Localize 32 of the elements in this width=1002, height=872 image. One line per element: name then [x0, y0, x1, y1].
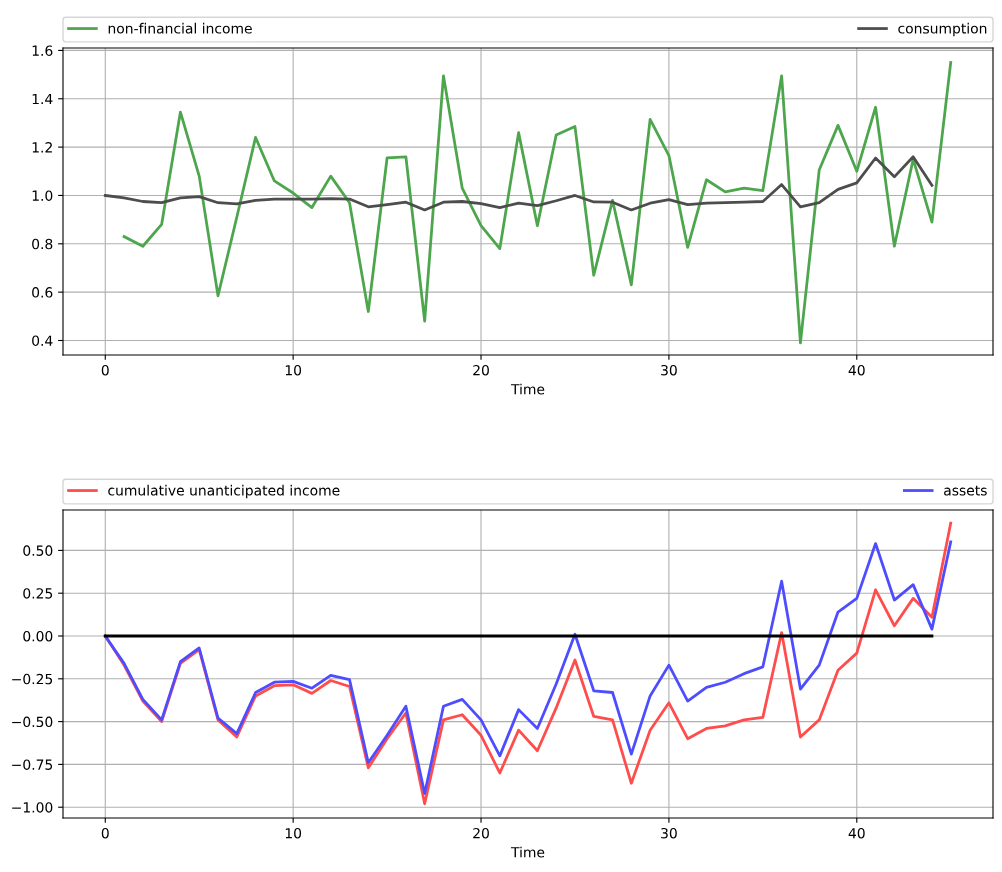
- y-tick-label: −0.75: [12, 759, 53, 770]
- x-tick-label: 10: [285, 827, 302, 839]
- y-tick-label: −1.00: [12, 802, 53, 813]
- x-tick-label: 30: [661, 364, 677, 376]
- line-series: [103, 155, 934, 212]
- y-tick-label: 0.4: [32, 335, 53, 346]
- x-tick-label: 30: [661, 827, 677, 839]
- x-tick-label: 40: [848, 364, 865, 376]
- y-tick-label: 0.00: [23, 630, 53, 642]
- y-tick-label: 1.6: [32, 45, 53, 56]
- y-tick-label: −0.25: [12, 673, 53, 685]
- y-tick-label: 0.6: [32, 287, 53, 298]
- legend-label: assets: [944, 485, 987, 496]
- y-tick-label: −0.50: [12, 716, 53, 728]
- line-series: [122, 61, 953, 345]
- x-tick-label: 20: [473, 827, 489, 839]
- x-tick-label: 40: [848, 827, 865, 839]
- legend-label: non-financial income: [108, 22, 252, 34]
- x-axis-title: Time: [510, 846, 545, 858]
- legend-label: cumulative unanticipated income: [108, 484, 340, 499]
- y-tick-label: 1.4: [32, 93, 53, 105]
- x-axis-title: Time: [510, 383, 545, 395]
- x-tick-label: 10: [285, 364, 302, 376]
- x-tick-label: 0: [101, 827, 109, 839]
- y-tick-label: 0.50: [23, 545, 53, 556]
- x-tick-label: 20: [473, 364, 489, 376]
- y-tick-label: 0.25: [23, 588, 53, 599]
- y-tick-label: 0.8: [32, 238, 53, 250]
- legend-label: consumption: [898, 22, 987, 37]
- y-tick-label: 1.0: [32, 190, 53, 201]
- y-tick-label: 1.2: [32, 142, 52, 153]
- x-tick-label: 0: [101, 364, 109, 376]
